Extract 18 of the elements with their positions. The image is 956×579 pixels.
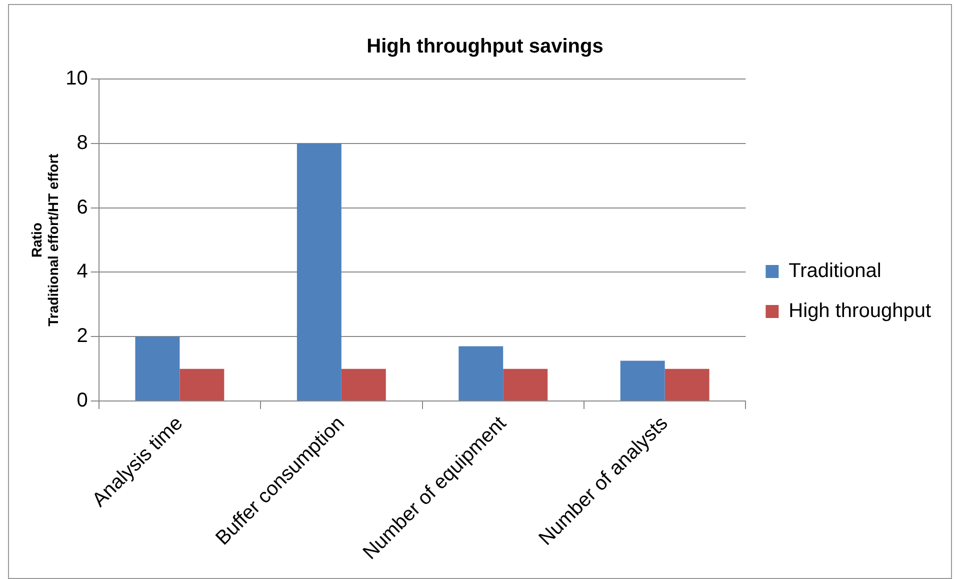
bar bbox=[296, 143, 342, 401]
bar bbox=[180, 368, 224, 401]
y-tick-label: 10 bbox=[66, 68, 88, 90]
bar bbox=[503, 368, 548, 401]
y-tick-label: 6 bbox=[76, 196, 88, 218]
legend-label: Traditional bbox=[788, 260, 882, 282]
chart-title: High throughput savings bbox=[366, 36, 604, 58]
bar bbox=[135, 336, 180, 401]
bar bbox=[620, 360, 665, 401]
y-axis-title: Ratio Traditional effort/HT effort bbox=[28, 153, 62, 326]
y-tick-label: 0 bbox=[76, 390, 88, 412]
y-tick-label: 4 bbox=[76, 260, 88, 283]
legend-label: High throughput bbox=[788, 300, 932, 322]
bar bbox=[458, 346, 504, 401]
y-tick-label: 2 bbox=[76, 325, 88, 348]
y-tick-label: 8 bbox=[76, 132, 88, 154]
bar bbox=[341, 368, 386, 401]
bar bbox=[664, 368, 710, 401]
